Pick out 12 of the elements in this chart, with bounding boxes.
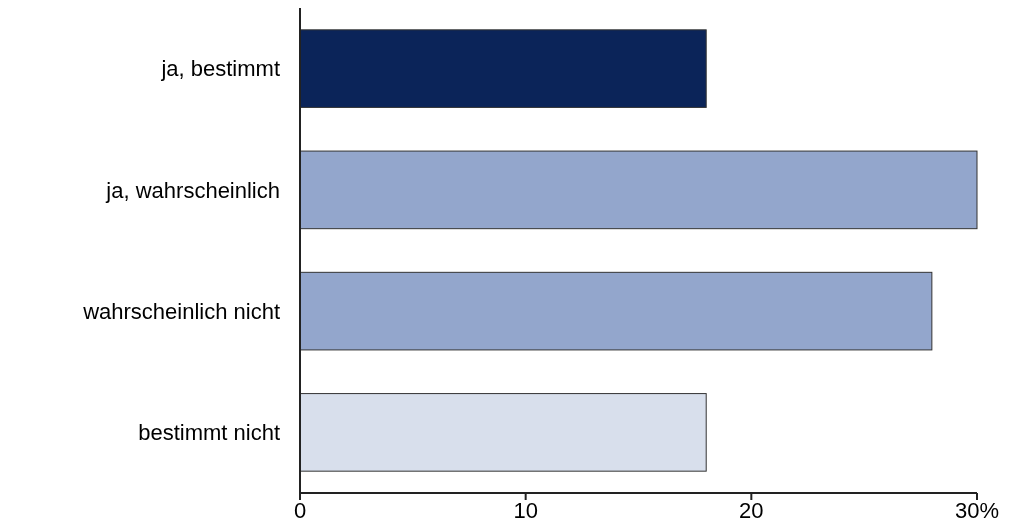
bar [299,150,978,230]
y-tick-label: ja, bestimmt [160,56,280,82]
x-tick-label: 10 [513,498,538,523]
x-tick-label: 0 [293,498,307,523]
x-tick-label: 30% [954,498,1000,523]
bar [299,393,707,472]
x-tick-label: 20 [739,498,764,523]
y-tick-label: ja, wahrscheinlich [105,177,280,203]
y-tick-label: wahrscheinlich nicht [82,298,280,324]
bar [299,271,933,351]
bar [299,29,707,108]
y-tick-label: bestimmt nicht [138,420,280,446]
